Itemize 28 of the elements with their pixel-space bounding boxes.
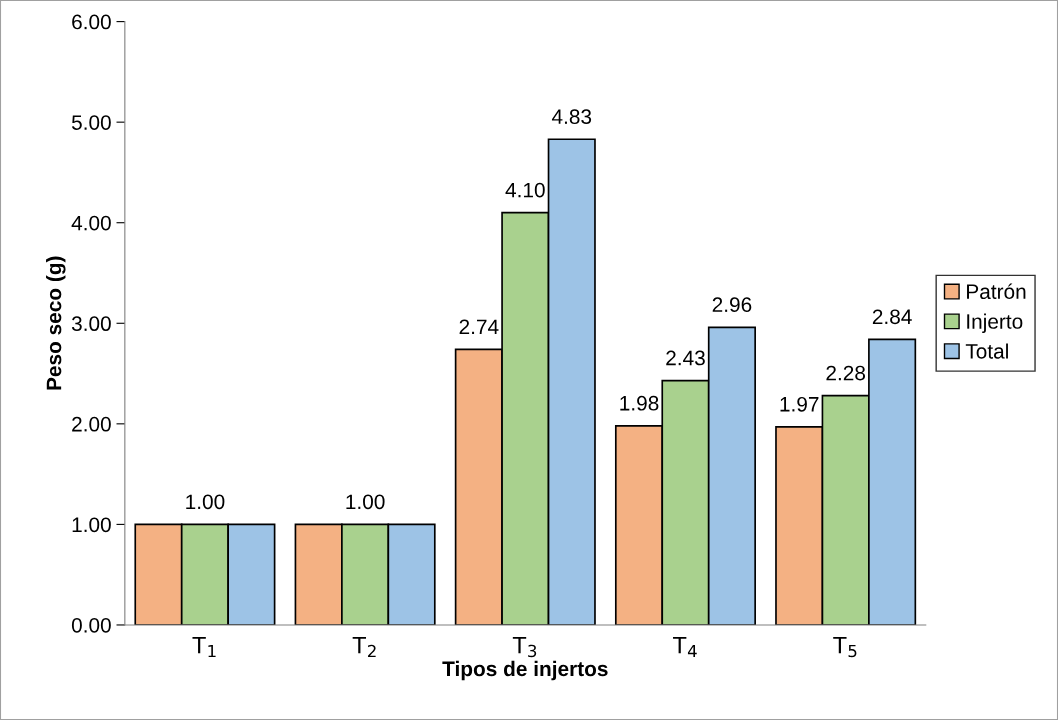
x-tick-label: T$_{4}$: [673, 636, 697, 658]
data-label: 2.28: [826, 365, 866, 381]
data-label: 2.96: [712, 297, 752, 313]
x-tick-label: T$_{3}$: [512, 636, 537, 658]
x-tick-label: T$_{1}$: [192, 636, 216, 658]
legend-label: Total: [965, 343, 1008, 359]
data-label: 4.10: [505, 182, 545, 198]
data-label: 2.74: [459, 319, 499, 334]
x-axis-title: Tipos de injertos: [442, 660, 608, 681]
x-tick-label: T$_{5}$: [833, 636, 857, 658]
legend-label: Injerto: [967, 313, 1023, 333]
y-tick-label: 5.00: [71, 115, 111, 130]
data-label: 1.00: [186, 494, 225, 510]
y-tick-label: 6.00: [72, 14, 111, 30]
data-label: 2.84: [872, 309, 912, 325]
y-tick-label: 1.00: [72, 517, 111, 533]
data-label: 2.43: [666, 350, 705, 366]
legend-label: Patrón: [967, 283, 1026, 300]
data-label: 1.00: [346, 494, 385, 510]
y-tick-label: 0.00: [71, 617, 111, 633]
y-tick-label: 2.00: [72, 416, 111, 432]
x-tick-label: T$_{2}$: [352, 636, 376, 658]
y-axis-title: Peso seco (g): [46, 256, 66, 390]
data-label: 1.98: [620, 395, 659, 411]
data-label: 1.97: [780, 396, 819, 412]
data-label: 4.83: [551, 109, 592, 125]
y-tick-label: 4.00: [71, 215, 111, 231]
y-tick-label: 3.00: [71, 316, 111, 332]
